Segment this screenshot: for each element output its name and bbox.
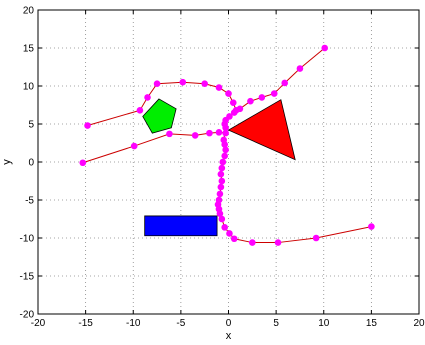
path-point: [232, 107, 240, 114]
path-point: [218, 164, 226, 172]
path-point: [217, 170, 225, 178]
path-point: [225, 90, 232, 97]
path-point: [79, 159, 87, 167]
x-tick-label: -15: [78, 318, 93, 329]
path-point: [222, 129, 229, 137]
path-point: [258, 94, 266, 101]
y-tick-label: -15: [20, 272, 35, 283]
y-tick-label: 10: [23, 82, 35, 93]
pentagon-obstacle: [142, 98, 177, 134]
y-tick-label: 5: [28, 120, 34, 131]
path-point: [247, 97, 254, 105]
path-point: [216, 190, 224, 198]
x-tick-label: -20: [31, 318, 46, 329]
path-point: [312, 234, 320, 242]
path-point: [84, 122, 91, 129]
path-point: [274, 239, 282, 246]
y-tick-label: 20: [23, 6, 35, 17]
x-tick-label: -5: [176, 318, 185, 329]
series-layer: [79, 44, 375, 246]
path-line-2: [87, 81, 237, 127]
path-point: [221, 224, 228, 231]
y-tick-label: 15: [23, 44, 35, 55]
path-point: [249, 239, 256, 246]
y-tick-label: -10: [20, 234, 35, 245]
x-tick-label: -10: [126, 318, 141, 329]
x-tick-label: 0: [226, 318, 232, 329]
x-tick-label: 15: [366, 318, 378, 329]
path-point: [218, 215, 226, 223]
y-axis-label: y: [1, 159, 13, 165]
path-point: [218, 177, 226, 185]
path-point: [216, 210, 224, 217]
path-point: [201, 80, 208, 88]
path-point: [321, 44, 329, 52]
path-point: [144, 94, 151, 101]
path-point: [179, 78, 187, 86]
y-tick-label: -5: [25, 196, 34, 207]
x-axis-label: x: [226, 330, 232, 342]
path-point: [136, 107, 144, 114]
path-point: [229, 99, 237, 107]
path-point: [226, 230, 233, 237]
path-point: [222, 146, 229, 154]
path-point: [296, 65, 304, 72]
x-tick-label: 10: [318, 318, 330, 329]
path-point: [222, 124, 229, 132]
path-point: [230, 235, 238, 243]
path-point: [130, 142, 138, 150]
path-point: [215, 84, 223, 91]
path-point: [153, 80, 161, 88]
triangle-obstacle: [227, 99, 296, 161]
path-point: [221, 141, 228, 148]
ticks: -20 -15 -10 -5 0 5 10 15 20 -20 -15 -10 -5 0 5 10 15 20: [20, 6, 425, 330]
y-tick-label: 0: [28, 158, 34, 169]
path-point: [215, 129, 223, 136]
path-point: [221, 152, 228, 160]
rectangle-obstacle: [144, 215, 218, 237]
path-point: [368, 223, 375, 230]
path-point: [270, 90, 278, 97]
path-point: [217, 183, 225, 191]
x-tick-label: 5: [273, 318, 279, 329]
path-point: [206, 129, 213, 137]
path-point: [281, 79, 288, 87]
path-point: [166, 130, 173, 138]
path-point: [191, 132, 199, 139]
x-tick-label: 20: [413, 318, 425, 329]
y-tick-label: -20: [20, 310, 35, 321]
shapes-layer: [142, 98, 296, 237]
path-point: [219, 158, 227, 166]
